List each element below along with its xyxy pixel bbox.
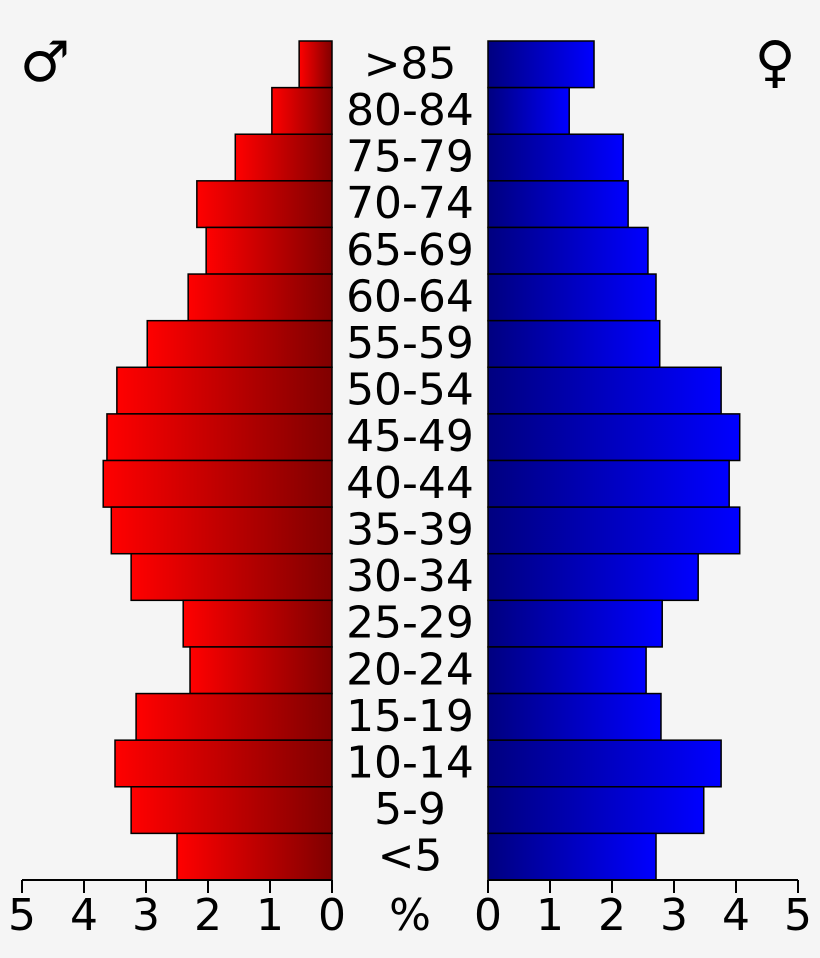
bar bbox=[271, 86, 333, 135]
bar bbox=[487, 180, 629, 229]
bar bbox=[487, 319, 661, 369]
category-label: <5 bbox=[378, 831, 443, 882]
x-tick-label: 5 bbox=[8, 890, 36, 941]
bar bbox=[130, 552, 333, 602]
bar bbox=[487, 599, 663, 648]
x-tick-label: 2 bbox=[598, 890, 626, 941]
bar bbox=[487, 692, 662, 741]
category-label: 35-39 bbox=[346, 504, 474, 555]
bar bbox=[487, 506, 741, 555]
category-label: 30-34 bbox=[346, 551, 474, 602]
category-label: 40-44 bbox=[346, 458, 474, 509]
bar bbox=[487, 413, 741, 462]
bar bbox=[205, 226, 333, 275]
bar bbox=[487, 552, 699, 602]
x-tick-label: 3 bbox=[660, 890, 688, 941]
bar bbox=[130, 786, 333, 835]
bar bbox=[487, 133, 624, 182]
category-label: 75-79 bbox=[346, 132, 474, 183]
x-tick-label: 5 bbox=[784, 890, 812, 941]
bar bbox=[189, 646, 333, 695]
category-label: 65-69 bbox=[346, 225, 474, 276]
bar bbox=[102, 459, 333, 508]
bar bbox=[116, 366, 333, 415]
x-tick-label: 1 bbox=[256, 890, 284, 941]
bar bbox=[182, 599, 333, 648]
x-tick-label: 3 bbox=[132, 890, 160, 941]
bar bbox=[487, 86, 570, 135]
x-tick-label: 0 bbox=[474, 890, 502, 941]
category-label: >85 bbox=[364, 38, 457, 89]
bar bbox=[487, 40, 595, 89]
bar bbox=[487, 226, 649, 275]
bar bbox=[106, 413, 333, 462]
bar bbox=[298, 40, 333, 89]
category-label: 80-84 bbox=[346, 85, 474, 136]
bar bbox=[114, 739, 333, 788]
bar bbox=[487, 366, 722, 415]
bar bbox=[487, 646, 647, 695]
category-label: 70-74 bbox=[346, 178, 474, 229]
bar bbox=[487, 459, 730, 508]
sex-symbol: ♂ bbox=[20, 30, 70, 95]
category-label: 5-9 bbox=[374, 784, 446, 835]
x-tick-label: 4 bbox=[70, 890, 98, 941]
bar bbox=[234, 133, 333, 182]
bar bbox=[110, 506, 333, 555]
bar bbox=[146, 319, 333, 369]
bar bbox=[487, 832, 657, 881]
x-tick-label: 2 bbox=[194, 890, 222, 941]
bar bbox=[176, 832, 333, 881]
category-label: 15-19 bbox=[346, 691, 474, 742]
bar bbox=[487, 786, 705, 835]
bar bbox=[487, 273, 657, 322]
category-label: 25-29 bbox=[346, 598, 474, 649]
category-label: 55-59 bbox=[346, 318, 474, 369]
x-tick-label: 1 bbox=[536, 890, 564, 941]
category-label: 50-54 bbox=[346, 365, 474, 416]
category-label: 20-24 bbox=[346, 644, 474, 695]
unit-label: % bbox=[389, 890, 431, 941]
bar bbox=[196, 180, 333, 229]
bar bbox=[487, 739, 722, 788]
category-label: 60-64 bbox=[346, 271, 474, 322]
bar bbox=[135, 692, 333, 741]
category-label: 10-14 bbox=[346, 737, 474, 788]
x-tick-label: 0 bbox=[318, 890, 346, 941]
x-tick-label: 4 bbox=[722, 890, 750, 941]
category-label: 45-49 bbox=[346, 411, 474, 462]
sex-symbol: ♀ bbox=[754, 30, 795, 95]
bar bbox=[187, 273, 333, 322]
